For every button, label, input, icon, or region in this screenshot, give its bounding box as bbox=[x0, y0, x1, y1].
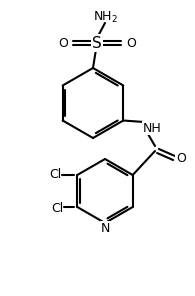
Text: Cl: Cl bbox=[51, 202, 63, 215]
Text: N: N bbox=[100, 221, 110, 234]
Text: Cl: Cl bbox=[49, 168, 61, 181]
Text: O: O bbox=[176, 152, 186, 165]
Text: NH: NH bbox=[143, 121, 161, 134]
Text: O: O bbox=[126, 36, 136, 49]
Text: S: S bbox=[92, 36, 102, 51]
Text: O: O bbox=[58, 36, 68, 49]
Text: NH$_2$: NH$_2$ bbox=[92, 9, 118, 25]
